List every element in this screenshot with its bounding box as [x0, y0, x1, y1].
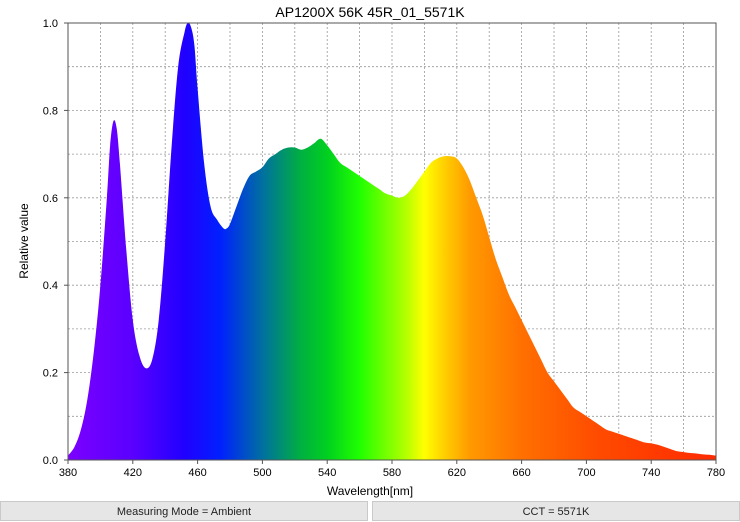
status-bar: Measuring Mode = Ambient CCT = 5571K [0, 501, 740, 521]
y-tick-label: 0.4 [43, 280, 58, 292]
x-tick-label: 420 [124, 467, 142, 479]
y-axis-label: Relative value [17, 203, 31, 279]
x-tick-label: 700 [577, 467, 595, 479]
x-tick-label: 740 [642, 467, 660, 479]
x-tick-label: 380 [59, 467, 77, 479]
y-tick-label: 0.0 [43, 455, 58, 467]
y-tick-labels: 0.0 0.2 0.4 0.6 0.8 1.0 [43, 18, 68, 467]
x-tick-label: 780 [707, 467, 725, 479]
y-tick-label: 0.2 [43, 368, 58, 380]
measuring-mode-label: Measuring Mode = Ambient [0, 501, 368, 521]
x-tick-label: 500 [253, 467, 271, 479]
x-axis-label: Wavelength[nm] [327, 484, 413, 498]
chart-title: AP1200X 56K 45R_01_5571K [275, 4, 465, 20]
x-tick-labels: 380 420 460 500 540 580 620 660 700 740 780 [59, 460, 725, 479]
spectrum-chart: 380 420 460 500 540 580 620 660 700 740 780 0.0 0.2… [17, 4, 725, 498]
x-tick-label: 660 [512, 467, 530, 479]
cct-label: CCT = 5571K [372, 501, 740, 521]
y-tick-label: 0.6 [43, 193, 58, 205]
x-tick-label: 460 [188, 467, 206, 479]
spectrum-area [68, 22, 716, 461]
y-tick-label: 0.8 [43, 105, 58, 117]
x-tick-label: 620 [448, 467, 466, 479]
y-tick-label: 1.0 [43, 18, 58, 30]
x-tick-label: 580 [383, 467, 401, 479]
x-tick-label: 540 [318, 467, 336, 479]
